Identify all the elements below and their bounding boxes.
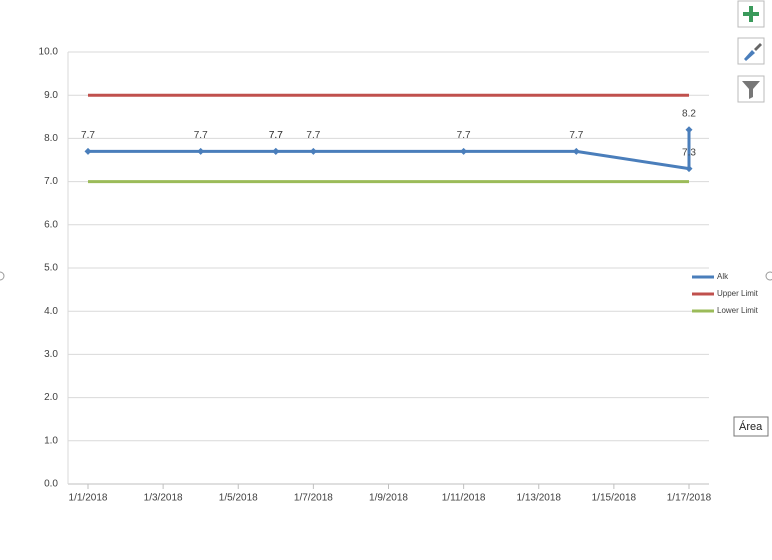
marker xyxy=(685,126,693,134)
data-label: 8.2 xyxy=(682,108,696,119)
y-tick-label: 1.0 xyxy=(44,435,58,446)
legend-label: Upper Limit xyxy=(717,289,759,298)
x-tick-label: 1/5/2018 xyxy=(219,493,258,504)
resize-handle[interactable] xyxy=(765,271,772,281)
y-tick-label: 5.0 xyxy=(44,263,58,274)
marker xyxy=(84,147,92,155)
y-tick-label: 2.0 xyxy=(44,392,58,403)
tooltip-box xyxy=(733,416,769,437)
y-tick-label: 7.0 xyxy=(44,176,58,187)
data-label: 7.7 xyxy=(269,130,283,141)
data-label: 7.7 xyxy=(457,130,471,141)
series-line xyxy=(88,129,691,171)
resize-handle[interactable] xyxy=(0,271,5,281)
x-tick-label: 1/7/2018 xyxy=(294,493,333,504)
plus-icon xyxy=(743,6,759,22)
y-tick-label: 6.0 xyxy=(44,219,58,230)
marker xyxy=(460,147,468,155)
y-tick-label: 3.0 xyxy=(44,349,58,360)
data-label: 7.7 xyxy=(194,130,208,141)
x-tick-label: 1/3/2018 xyxy=(144,493,183,504)
data-label: 7.7 xyxy=(81,130,95,141)
legend-label: Alk xyxy=(717,272,729,281)
brush-icon xyxy=(744,50,755,61)
x-tick-label: 1/1/2018 xyxy=(69,493,108,504)
filter-icon xyxy=(742,81,760,99)
add-element-button[interactable] xyxy=(737,0,765,28)
marker xyxy=(685,165,693,173)
x-tick-label: 1/11/2018 xyxy=(442,493,486,504)
style-button[interactable] xyxy=(737,37,765,65)
data-label: 7.7 xyxy=(269,130,283,141)
x-tick-label: 1/13/2018 xyxy=(517,493,562,504)
brush-handle xyxy=(754,43,762,51)
marker xyxy=(272,147,280,155)
marker xyxy=(309,147,317,155)
y-tick-label: 8.0 xyxy=(44,133,58,144)
x-tick-label: 1/9/2018 xyxy=(369,493,408,504)
tooltip: Área xyxy=(733,416,769,437)
marker xyxy=(572,147,580,155)
tooltip-text: Área xyxy=(739,420,763,433)
y-tick-label: 0.0 xyxy=(44,479,58,490)
data-label: 7.3 xyxy=(682,147,696,158)
marker xyxy=(197,147,205,155)
data-label: 7.7 xyxy=(306,130,320,141)
chart-buttons xyxy=(737,0,765,103)
data-label: 7.7 xyxy=(569,130,583,141)
x-tick-label: 1/15/2018 xyxy=(592,493,637,504)
legend-label: Lower Limit xyxy=(717,306,759,315)
x-tick-label: 1/17/2018 xyxy=(667,493,712,504)
y-tick-label: 4.0 xyxy=(44,306,58,317)
y-tick-label: 10.0 xyxy=(39,47,59,58)
y-tick-label: 9.0 xyxy=(44,90,58,101)
